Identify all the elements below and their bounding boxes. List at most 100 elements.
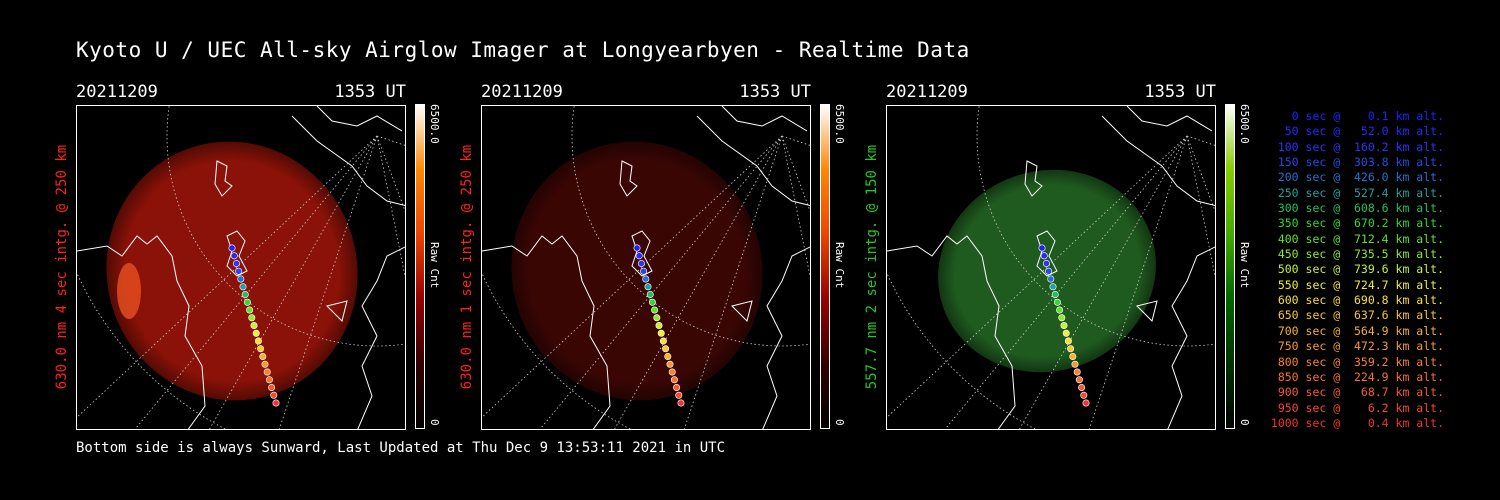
trajectory-point: [1062, 329, 1070, 337]
trajectory-point: [1051, 291, 1059, 299]
colorbar-2: [820, 104, 830, 429]
trajectory-point: [642, 275, 650, 283]
legend-entry: 950 sec @ 6.2 km alt.: [1277, 400, 1444, 415]
trajectory-point: [257, 345, 265, 353]
trajectory-point: [248, 314, 256, 322]
trajectory-legend: 0 sec @ 0.1 km alt. 50 sec @ 52.0 km alt.…: [1262, 109, 1444, 431]
trajectory-point: [677, 399, 685, 407]
legend-entry: 750 sec @ 472.3 km alt.: [1277, 339, 1444, 354]
legend-entry: 450 sec @ 735.5 km alt.: [1277, 247, 1444, 262]
footer-status: Bottom side is always Sunward, Last Upda…: [76, 440, 726, 456]
trajectory-point: [1060, 322, 1068, 330]
legend-entry: 300 sec @ 608.6 km alt.: [1277, 201, 1444, 216]
trajectory-point: [265, 376, 273, 384]
trajectory-point: [241, 291, 249, 299]
trajectory-point: [1067, 345, 1075, 353]
trajectory-point: [230, 252, 238, 260]
trajectory-point: [259, 353, 267, 361]
legend-entry: 350 sec @ 670.2 km alt.: [1277, 216, 1444, 231]
legend-entry: 1000 sec @ 0.4 km alt.: [1270, 415, 1444, 430]
trajectory-point: [675, 391, 683, 399]
trajectory-point: [1075, 376, 1083, 384]
trajectory-point: [268, 383, 276, 391]
trajectory-point: [254, 337, 262, 345]
airglow-field: [511, 141, 763, 401]
trajectory: [1038, 244, 1090, 407]
colorbar-1-labels: 6500.0 Raw Cnt 0: [427, 104, 441, 429]
trajectory-point: [1040, 252, 1048, 260]
colorbar-unit: Raw Cnt: [1238, 242, 1251, 289]
colorbar-max: 6500.0: [833, 104, 846, 144]
panel-time: 1353 UT: [1144, 82, 1216, 102]
trajectory-point: [1056, 306, 1064, 314]
trajectory-point: [250, 322, 258, 330]
colorbar-1: [415, 104, 425, 429]
trajectory-point: [1045, 267, 1053, 275]
trajectory-point: [1042, 260, 1050, 268]
legend-entry: 150 sec @ 303.8 km alt.: [1277, 155, 1444, 170]
colorbar-unit: Raw Cnt: [833, 242, 846, 289]
colorbar-3: [1225, 104, 1235, 429]
colorbar-max: 6500.0: [1238, 104, 1251, 144]
trajectory-point: [252, 329, 260, 337]
panel-date: 20211209: [886, 82, 968, 102]
trajectory-point: [1078, 383, 1086, 391]
trajectory-point: [239, 283, 247, 291]
trajectory-point: [1073, 368, 1081, 376]
trajectory-point: [644, 283, 652, 291]
trajectory-point: [640, 267, 648, 275]
trajectory-point: [659, 337, 667, 345]
colorbar-min: 0: [833, 419, 846, 426]
coastline: [482, 106, 810, 429]
legend-entry: 0 sec @ 0.1 km alt.: [1291, 109, 1444, 123]
trajectory-point: [662, 345, 670, 353]
trajectory-point: [246, 306, 254, 314]
panel-time: 1353 UT: [334, 82, 406, 102]
legend-entry: 550 sec @ 724.7 km alt.: [1277, 277, 1444, 292]
trajectory: [633, 244, 685, 407]
legend-entry: 50 sec @ 52.0 km alt.: [1284, 124, 1444, 139]
trajectory-point: [1069, 353, 1077, 361]
trajectory-point: [668, 368, 676, 376]
trajectory-point: [235, 267, 243, 275]
image-panel-2: 20211209 1353 UT 630.0 nm 1 sec intg. @ …: [459, 80, 811, 430]
colorbar-unit: Raw Cnt: [428, 242, 441, 289]
trajectory-point: [232, 260, 240, 268]
trajectory-point: [673, 383, 681, 391]
allsky-image-630nm-4s: [76, 105, 406, 430]
colorbar-3-labels: 6500.0 Raw Cnt 0: [1237, 104, 1251, 429]
panel-date: 20211209: [76, 82, 158, 102]
trajectory-point: [1080, 391, 1088, 399]
trajectory: [228, 244, 280, 407]
coastline: [887, 106, 1215, 429]
legend-entry: 600 sec @ 690.8 km alt.: [1277, 293, 1444, 308]
trajectory-point: [237, 275, 245, 283]
panel-ylabel: 630.0 nm 4 sec intg. @ 250 km: [54, 144, 70, 390]
trajectory-point: [1038, 244, 1046, 252]
legend-entry: 900 sec @ 68.7 km alt.: [1277, 385, 1444, 400]
colorbar-min: 0: [1238, 419, 1251, 426]
colorbar-max: 6500.0: [428, 104, 441, 144]
panel-ylabel: 630.0 nm 1 sec intg. @ 250 km: [459, 144, 475, 390]
trajectory-point: [263, 368, 271, 376]
allsky-image-557nm-2s: [886, 105, 1216, 430]
image-panel-3: 20211209 1353 UT 557.7 nm 2 sec intg. @ …: [864, 80, 1216, 430]
colorbar-2-labels: 6500.0 Raw Cnt 0: [832, 104, 846, 429]
legend-entry: 400 sec @ 712.4 km alt.: [1277, 231, 1444, 246]
legend-entry: 250 sec @ 527.4 km alt.: [1277, 185, 1444, 200]
legend-entry: 800 sec @ 359.2 km alt.: [1277, 354, 1444, 369]
trajectory-point: [648, 298, 656, 306]
allsky-image-630nm-1s: [481, 105, 811, 430]
coastline: [77, 106, 405, 429]
trajectory-point: [637, 260, 645, 268]
trajectory-point: [653, 314, 661, 322]
colorbar-min: 0: [428, 419, 441, 426]
trajectory-point: [272, 399, 280, 407]
trajectory-point: [228, 244, 236, 252]
trajectory-point: [1053, 298, 1061, 306]
legend-entry: 500 sec @ 739.6 km alt.: [1277, 262, 1444, 277]
panel-date: 20211209: [481, 82, 563, 102]
trajectory-point: [651, 306, 659, 314]
trajectory-point: [261, 360, 269, 368]
trajectory-point: [1082, 399, 1090, 407]
